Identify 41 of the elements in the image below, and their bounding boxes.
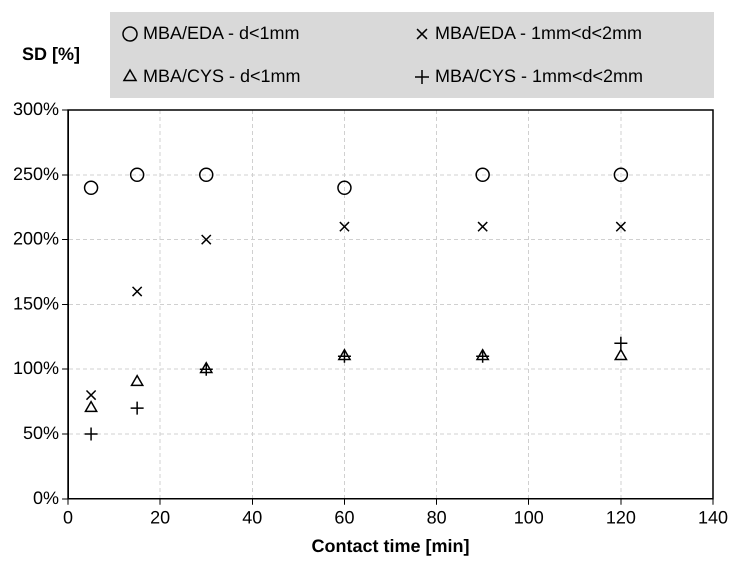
point: [84, 180, 98, 196]
point: [200, 234, 212, 245]
x-tick-label: 140: [698, 508, 728, 528]
y-tick-label: 50%: [23, 422, 60, 443]
legend-label: MBA/CYS - 1mm<d<2mm: [435, 66, 644, 87]
x-tick-label: 20: [150, 508, 170, 528]
point: [339, 221, 350, 232]
y-axis-title: SD [%]: [22, 44, 80, 65]
x-tick-label: 0: [63, 508, 74, 528]
point: [132, 286, 142, 297]
point: [614, 348, 628, 360]
point: [84, 400, 98, 412]
point: [200, 362, 213, 374]
point: [84, 426, 98, 442]
x-tick-label: 120: [606, 508, 636, 528]
y-tick-label: 100%: [12, 358, 60, 378]
legend-label: MBA/EDA - 1mm<d<2mm: [435, 23, 642, 44]
point: [616, 221, 626, 232]
y-tick-label: 150%: [12, 293, 60, 314]
point: [337, 180, 352, 196]
point: [130, 168, 144, 182]
legend-label: MBA/EDA - d<1mm: [143, 23, 300, 44]
legend-label: MBA/CYS - d<1mm: [143, 66, 301, 87]
y-tick-label: 300%: [12, 98, 60, 119]
y-tick-label: 250%: [12, 164, 60, 184]
y-tick-label: 200%: [12, 228, 60, 249]
point: [198, 168, 214, 182]
x-tick-label: 80: [426, 508, 447, 528]
point: [475, 168, 490, 182]
x-tick-label: 40: [242, 508, 262, 528]
point: [477, 221, 488, 232]
x-axis-title: Contact time [min]: [312, 536, 470, 556]
y-tick-label: 0%: [33, 488, 60, 508]
point: [86, 390, 96, 400]
point: [614, 168, 628, 182]
x-tick-label: 60: [334, 508, 354, 528]
point: [338, 348, 351, 360]
x-tick-label: 100: [514, 508, 544, 528]
point: [130, 374, 144, 386]
point: [476, 348, 490, 360]
point: [130, 400, 144, 416]
